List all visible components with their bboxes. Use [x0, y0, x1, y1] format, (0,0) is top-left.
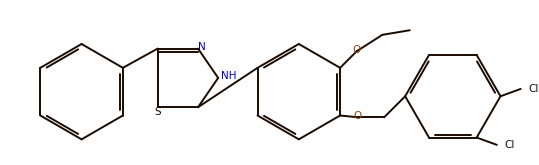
- Text: Cl: Cl: [504, 140, 515, 150]
- Text: Cl: Cl: [528, 84, 538, 94]
- Text: O: O: [352, 45, 360, 55]
- Text: S: S: [154, 107, 161, 117]
- Text: NH: NH: [222, 71, 237, 81]
- Text: O: O: [354, 111, 362, 121]
- Text: N: N: [198, 42, 205, 52]
